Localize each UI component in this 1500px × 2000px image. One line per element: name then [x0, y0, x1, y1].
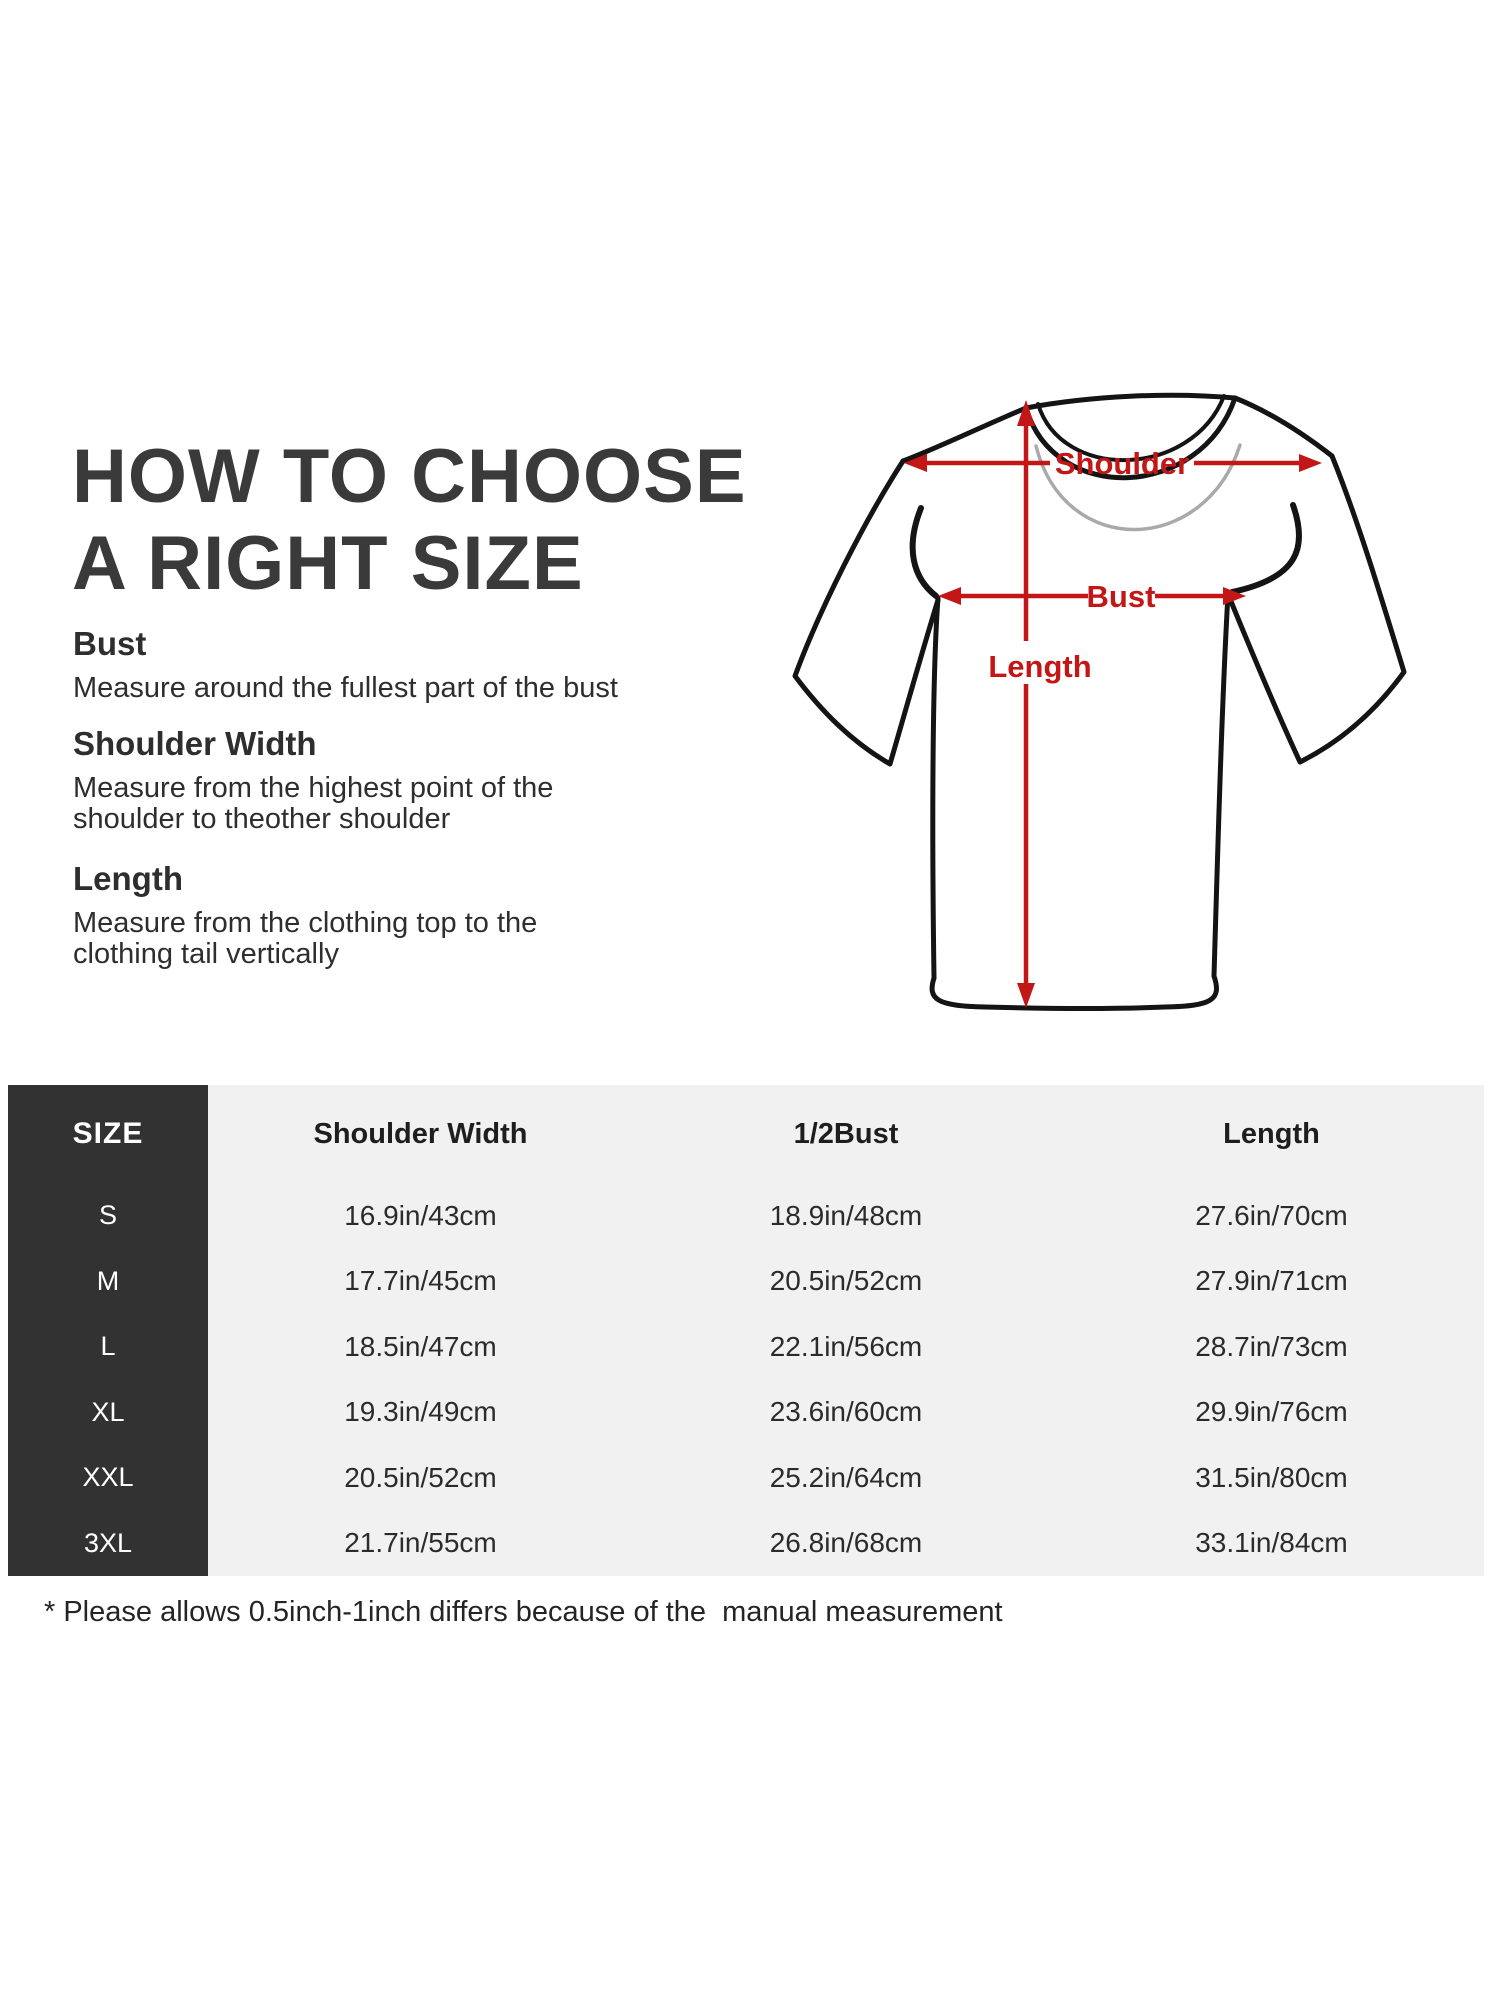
length-arrowhead-bottom — [1017, 983, 1035, 1008]
size-label: 3XL — [83, 1527, 133, 1558]
half-bust-value: 18.9in/48cm — [769, 1199, 923, 1231]
tshirt-measurement-diagram: Shoulder Bust Length — [792, 392, 1407, 1011]
half-bust-value: 22.1in/56cm — [769, 1330, 923, 1362]
length-value: 28.7in/73cm — [1195, 1330, 1348, 1362]
bust-arrowhead-right — [1223, 587, 1246, 605]
shoulder-width-value: 19.3in/49cm — [344, 1396, 497, 1428]
instruction-bust-heading: Bust — [73, 625, 147, 662]
shoulder-arrowhead-left — [904, 454, 927, 472]
length-arrow-label: Length — [988, 649, 1091, 684]
column-header-size: SIZE — [72, 1117, 144, 1150]
size-label: M — [96, 1265, 120, 1296]
right-sleeve — [1225, 453, 1407, 765]
instruction-bust-text: Measure around the fullest part of the b… — [73, 671, 618, 704]
size-table: SIZE Shoulder Width 1/2Bust Length S 16.… — [8, 1085, 1484, 1576]
shoulder-width-value: 16.9in/43cm — [344, 1199, 497, 1231]
shoulder-width-value: 17.7in/45cm — [344, 1265, 497, 1297]
instruction-shoulder-width-heading: Shoulder Width — [73, 725, 317, 762]
right-armhole-seam — [1229, 502, 1303, 595]
length-value: 33.1in/84cm — [1195, 1527, 1348, 1559]
collar-shadow-curve — [1034, 443, 1242, 532]
column-header-length: Length — [1223, 1117, 1320, 1150]
length-arrowhead-top — [1017, 400, 1035, 426]
half-bust-value: 20.5in/52cm — [769, 1265, 923, 1297]
shoulder-arrow-label: Shoulder — [1055, 446, 1189, 481]
size-label: S — [98, 1200, 117, 1231]
half-bust-value: 26.8in/68cm — [769, 1527, 923, 1559]
length-value: 27.9in/71cm — [1195, 1265, 1348, 1297]
page-title-line2: A RIGHT SIZE — [72, 521, 584, 607]
half-bust-value: 23.6in/60cm — [769, 1396, 923, 1428]
size-label: XL — [91, 1396, 125, 1427]
instruction-shoulder-width: Shoulder Width Measure from the highest … — [73, 724, 693, 835]
left-sleeve — [792, 458, 941, 767]
page-title: HOW TO CHOOSE A RIGHT SIZE — [72, 433, 747, 608]
left-armhole-seam — [909, 505, 939, 599]
measurement-arrows — [904, 400, 1322, 1008]
hem — [929, 973, 1219, 1011]
length-arrow — [1017, 400, 1035, 1008]
bust-arrow — [938, 587, 1246, 605]
instruction-length: Length Measure from the clothing top to … — [73, 859, 693, 970]
size-label: XXL — [82, 1462, 134, 1493]
length-value: 29.9in/76cm — [1195, 1396, 1348, 1428]
shoulder-width-value: 21.7in/55cm — [344, 1527, 497, 1559]
right-shoulder-seam — [1232, 395, 1335, 459]
instruction-length-text: Measure from the clothing top to the clo… — [73, 906, 538, 970]
body-left-side — [930, 595, 941, 981]
length-value: 31.5in/80cm — [1195, 1461, 1348, 1493]
collar-back-line — [1023, 392, 1238, 411]
size-label: L — [100, 1331, 116, 1362]
column-header-shoulder-width: Shoulder Width — [313, 1117, 528, 1150]
tshirt-outline-icon — [792, 392, 1407, 1011]
half-bust-value: 25.2in/64cm — [769, 1461, 923, 1493]
measurement-disclaimer: * Please allows 0.5inch-1inch differs be… — [44, 1596, 1003, 1628]
shoulder-width-value: 20.5in/52cm — [344, 1461, 497, 1493]
column-header-half-bust: 1/2Bust — [793, 1117, 899, 1150]
instruction-length-heading: Length — [73, 860, 183, 897]
shoulder-width-value: 18.5in/47cm — [344, 1330, 497, 1362]
shoulder-arrow — [904, 454, 1322, 472]
left-shoulder-seam — [900, 405, 1029, 464]
instruction-shoulder-width-text: Measure from the highest point of the sh… — [73, 771, 554, 835]
bust-arrow-label: Bust — [1087, 579, 1156, 614]
length-value: 27.6in/70cm — [1195, 1199, 1348, 1231]
body-right-side — [1211, 591, 1231, 979]
instruction-bust: Bust Measure around the fullest part of … — [73, 624, 693, 704]
bust-arrowhead-left — [938, 587, 961, 605]
shoulder-arrowhead-right — [1299, 454, 1322, 472]
page-title-line1: HOW TO CHOOSE — [72, 433, 747, 519]
collar-inner-curve — [1036, 394, 1226, 462]
collar-outer-curve — [1023, 395, 1238, 481]
